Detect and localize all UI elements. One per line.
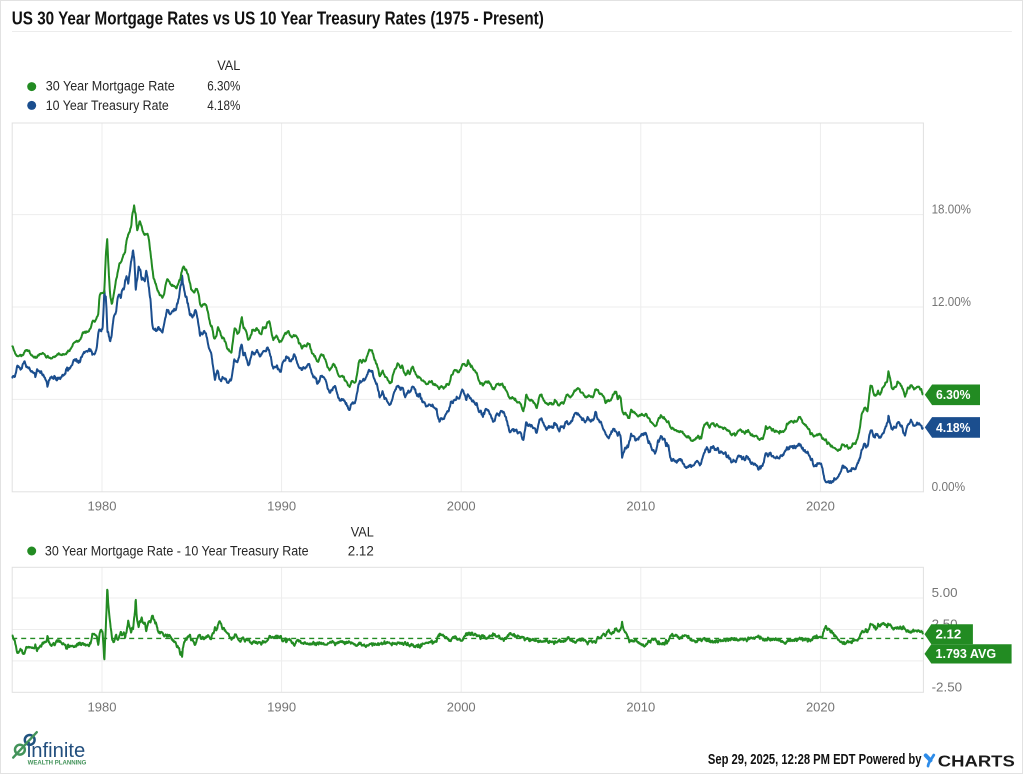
svg-text:1980: 1980 <box>88 699 117 714</box>
svg-text:12.00%: 12.00% <box>932 294 972 309</box>
svg-text:4.18%: 4.18% <box>207 98 240 113</box>
svg-text:30 Year Mortgage Rate: 30 Year Mortgage Rate <box>46 78 175 93</box>
svg-text:30 Year Mortgage Rate - 10 Yea: 30 Year Mortgage Rate - 10 Year Treasury… <box>45 543 309 558</box>
svg-text:1990: 1990 <box>267 499 296 514</box>
svg-text:2000: 2000 <box>447 699 476 714</box>
svg-text:6.30%: 6.30% <box>207 78 240 93</box>
svg-text:2000: 2000 <box>447 499 476 514</box>
svg-text:10 Year Treasury Rate: 10 Year Treasury Rate <box>46 98 169 113</box>
svg-text:1980: 1980 <box>88 499 117 514</box>
svg-text:18.00%: 18.00% <box>932 202 972 217</box>
svg-text:2.12: 2.12 <box>936 628 962 642</box>
svg-text:1.793 AVG: 1.793 AVG <box>936 647 997 661</box>
svg-text:2020: 2020 <box>806 499 835 514</box>
svg-text:2.12: 2.12 <box>348 543 374 558</box>
svg-text:5.00: 5.00 <box>932 585 958 600</box>
svg-text:2020: 2020 <box>806 699 835 714</box>
svg-text:0.00%: 0.00% <box>932 479 966 494</box>
svg-text:1990: 1990 <box>267 699 296 714</box>
svg-text:2010: 2010 <box>626 699 655 714</box>
svg-text:-2.50: -2.50 <box>932 679 963 694</box>
svg-text:US 30 Year Mortgage Rates vs U: US 30 Year Mortgage Rates vs US 10 Year … <box>12 8 544 29</box>
svg-text:infinite: infinite <box>27 740 85 762</box>
svg-text:Sep 29, 2025, 12:28 PM EDT Pow: Sep 29, 2025, 12:28 PM EDT Powered by <box>708 752 922 768</box>
svg-text:WEALTH PLANNING: WEALTH PLANNING <box>28 759 87 766</box>
svg-text:CHARTS: CHARTS <box>938 753 1015 770</box>
svg-text:6.30%: 6.30% <box>936 388 971 402</box>
svg-text:4.18%: 4.18% <box>936 421 971 435</box>
svg-text:VAL: VAL <box>217 58 240 73</box>
svg-text:VAL: VAL <box>351 525 374 540</box>
svg-text:2010: 2010 <box>626 499 655 514</box>
